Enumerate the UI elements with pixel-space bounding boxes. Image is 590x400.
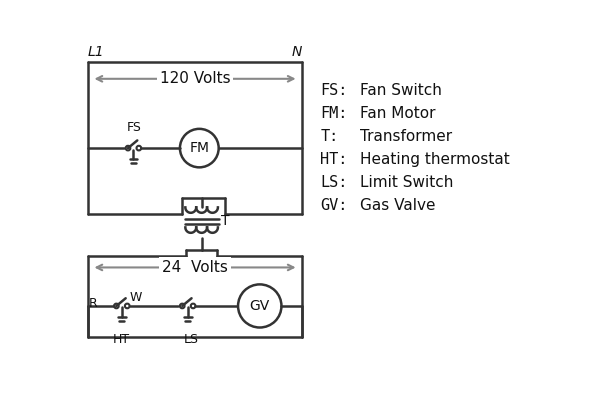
Text: Heating thermostat: Heating thermostat [360,152,510,167]
Text: L1: L1 [88,45,104,59]
Text: W: W [130,291,142,304]
Text: HT:: HT: [320,152,348,167]
Text: Fan Switch: Fan Switch [360,83,442,98]
Text: 24  Volts: 24 Volts [162,260,228,275]
Text: Transformer: Transformer [360,129,453,144]
Text: T: T [221,214,230,228]
Text: Limit Switch: Limit Switch [360,175,454,190]
Text: R: R [89,297,98,310]
Text: 120 Volts: 120 Volts [160,71,230,86]
Text: GV:: GV: [320,198,348,213]
Text: Fan Motor: Fan Motor [360,106,436,121]
Text: FS: FS [126,121,142,134]
Text: HT: HT [113,333,130,346]
Text: T:: T: [320,129,339,144]
Text: FM:: FM: [320,106,348,121]
Text: LS:: LS: [320,175,348,190]
Text: FS:: FS: [320,83,348,98]
Text: Gas Valve: Gas Valve [360,198,436,213]
Text: GV: GV [250,299,270,313]
Text: LS: LS [184,333,199,346]
Text: N: N [292,45,302,59]
Text: FM: FM [189,141,209,155]
